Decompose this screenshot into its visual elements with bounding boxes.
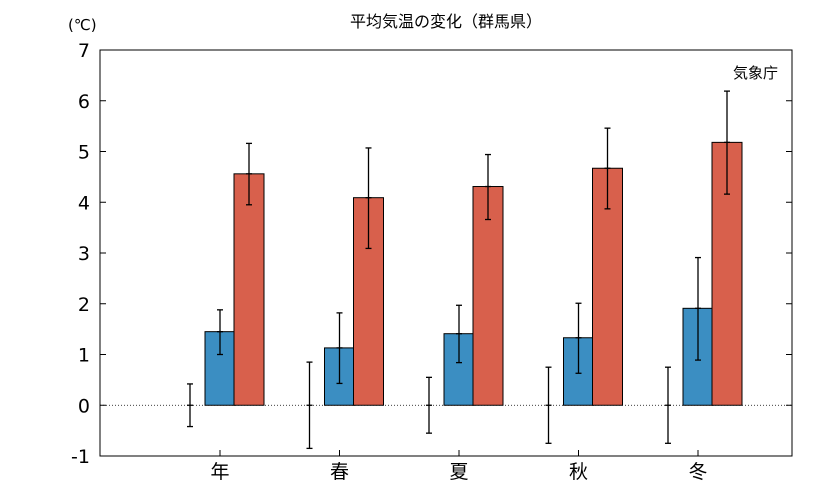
y-tick-label: 6 (78, 91, 90, 113)
y-tick-label: 4 (78, 192, 90, 214)
y-tick-label: 5 (78, 142, 90, 164)
error-bars-group (187, 90, 730, 450)
y-tick-label: 3 (78, 243, 90, 265)
x-axis: 年春夏秋冬 (210, 450, 708, 483)
bar-series-2-夏 (472, 186, 504, 406)
y-tick-label: 2 (78, 294, 90, 316)
bar-series-2-年 (233, 173, 265, 406)
y-tick-label: -1 (71, 446, 90, 468)
y-unit-label: (℃) (68, 16, 97, 34)
x-tick-label: 春 (330, 461, 349, 483)
source-label: 気象庁 (733, 64, 778, 82)
x-tick-label: 年 (210, 461, 229, 483)
x-tick-label: 夏 (449, 461, 468, 483)
y-axis: -1 0 1 2 3 4 5 6 7 (71, 40, 792, 468)
chart-title: 平均気温の変化（群馬県） (350, 12, 542, 31)
y-tick-label: 1 (78, 345, 90, 367)
y-tick-label: 0 (78, 395, 90, 417)
x-tick-label: 秋 (569, 461, 588, 483)
x-tick-label: 冬 (688, 461, 707, 483)
bars-group (204, 141, 743, 406)
y-tick-label: 7 (78, 40, 90, 62)
